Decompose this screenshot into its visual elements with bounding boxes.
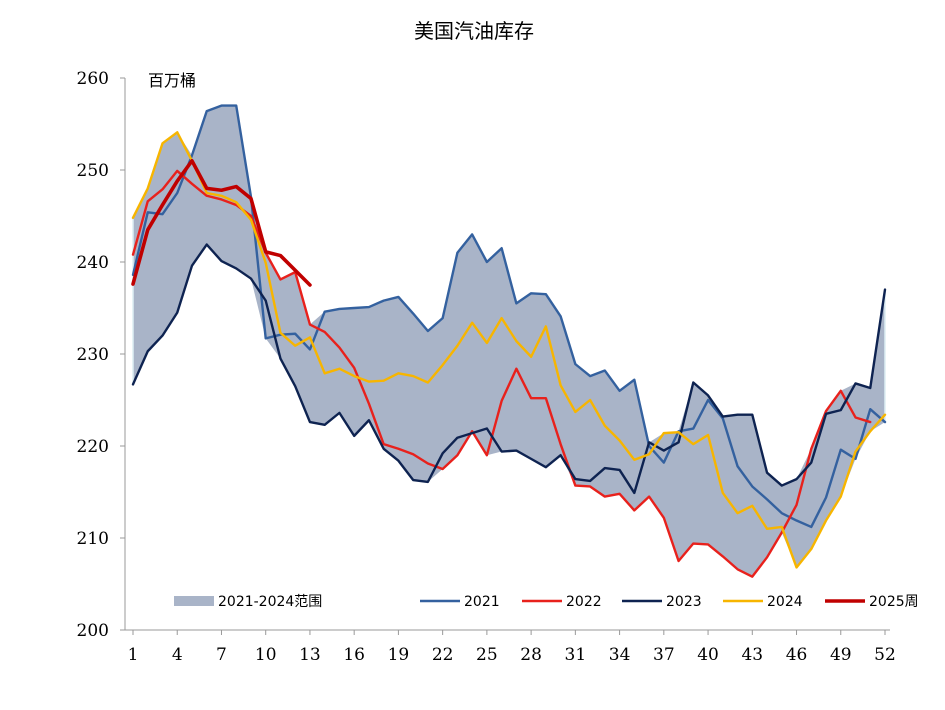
x-tick-label: 28 <box>520 645 542 665</box>
x-tick-label: 31 <box>565 645 587 665</box>
x-tick-label: 49 <box>830 645 852 665</box>
legend: 2021-2024范围 2021 2022 2023 2024 2025周 <box>174 593 919 610</box>
legend-label-2021: 2021 <box>464 594 500 610</box>
x-tick-label: 22 <box>432 645 454 665</box>
y-tick-label: 250 <box>77 161 109 181</box>
series-line-2024 <box>131 131 887 569</box>
legend-label-2024: 2024 <box>767 594 803 610</box>
series-line-2021 <box>131 104 887 529</box>
x-tick-label: 43 <box>741 645 763 665</box>
series-line-2025 <box>131 159 312 287</box>
series-line-2022 <box>131 169 872 578</box>
x-tick-label: 10 <box>255 645 277 665</box>
chart-title: 美国汽油库存 <box>414 19 534 43</box>
x-tick-label: 37 <box>653 645 675 665</box>
legend-label-2025: 2025周 <box>869 594 919 610</box>
axes-layer: 200 210 220 230 240 250 260 1 4 7 10 13 16 19 22 25 28 31… <box>77 69 896 665</box>
x-tick-label: 40 <box>697 645 719 665</box>
y-tick-label: 260 <box>77 69 109 89</box>
x-tick-label: 13 <box>299 645 321 665</box>
series-line-2023 <box>131 243 887 495</box>
range-band-area <box>133 105 885 577</box>
x-tick-label: 34 <box>609 645 631 665</box>
x-tick-label: 16 <box>343 645 365 665</box>
unit-label: 百万桶 <box>148 71 196 90</box>
range-band-layer <box>132 105 886 577</box>
x-tick-label: 25 <box>476 645 498 665</box>
series-layer <box>131 104 887 578</box>
y-tick-label: 210 <box>77 529 109 549</box>
x-tick-label: 7 <box>216 645 227 665</box>
legend-label-2023: 2023 <box>666 594 702 610</box>
x-tick-label: 4 <box>172 645 183 665</box>
legend-swatch-range-band <box>174 596 214 606</box>
y-tick-label: 240 <box>77 253 109 273</box>
x-tick-label: 52 <box>874 645 896 665</box>
y-tick-label: 230 <box>77 345 109 365</box>
legend-label-range-band: 2021-2024范围 <box>218 593 322 610</box>
y-tick-label: 220 <box>77 437 109 457</box>
x-tick-label: 19 <box>388 645 410 665</box>
x-tick-label: 46 <box>786 645 808 665</box>
legend-label-2022: 2022 <box>566 594 602 610</box>
x-tick-label: 1 <box>128 645 139 665</box>
y-tick-label: 200 <box>77 621 109 641</box>
